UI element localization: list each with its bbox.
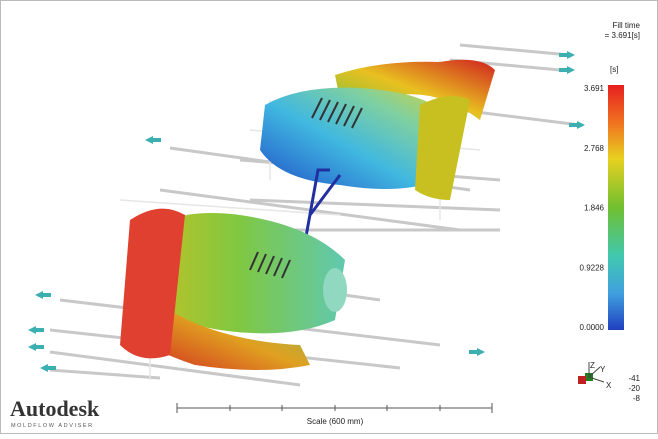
triad-y: Y [600,365,606,374]
legend-tick-label: 3.691 [584,84,605,93]
viewport: Fill time = 3.691[s] [s] 3.691 2.768 1.846… [0,0,658,434]
logo-tagline: MOLDFLOW ADVISER [11,423,94,429]
legend-tick-label: 2.768 [584,144,605,153]
legend-unit: [s] [610,65,618,74]
result-value: = 3.691[s] [605,31,640,40]
logo: Autodesk [10,396,100,421]
color-bar [608,85,624,330]
scale-label: Scale (600 mm) [307,417,364,426]
result-title: Fill time [612,21,640,30]
triad-value: -8 [633,394,641,403]
legend-tick-label: 1.846 [584,204,605,213]
frame [1,1,658,434]
legend-tick-label: 0.9228 [580,263,605,272]
triad-z: Z [590,361,595,370]
triad-x: X [606,381,612,390]
triad-value: -41 [628,374,640,383]
triad-value: -20 [628,384,640,393]
legend-tick-label: 0.0000 [580,323,605,332]
